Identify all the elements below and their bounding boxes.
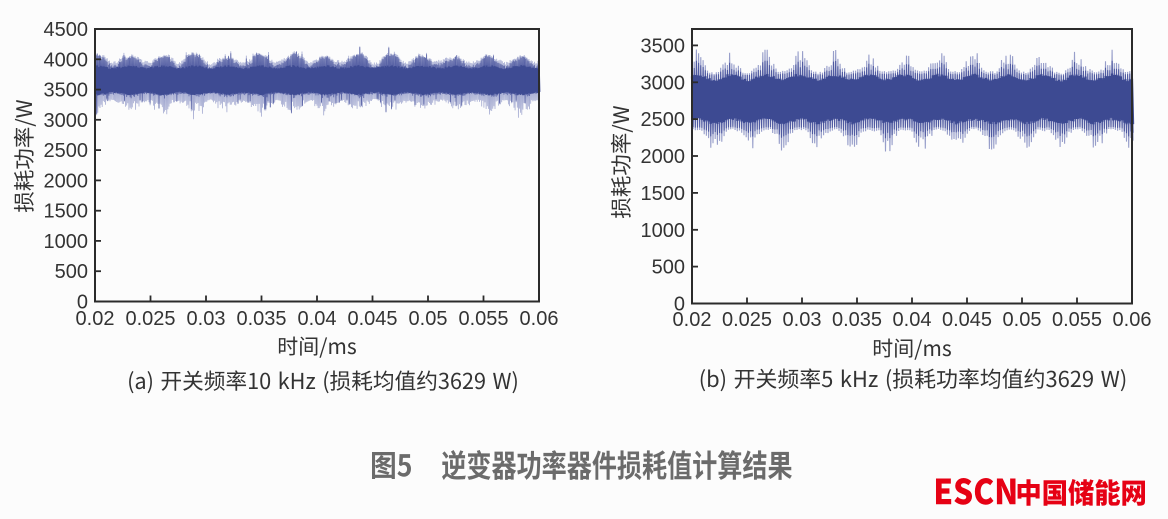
svg-text:1500: 1500 [44,201,89,223]
svg-text:0.055: 0.055 [1052,309,1102,331]
svg-text:0.03: 0.03 [187,308,226,330]
svg-text:1500: 1500 [641,183,686,205]
svg-text:0.035: 0.035 [236,308,286,330]
svg-text:0.025: 0.025 [125,308,175,330]
svg-text:500: 500 [652,257,685,279]
svg-text:2000: 2000 [44,170,89,192]
svg-text:500: 500 [55,261,88,283]
svg-text:0.02: 0.02 [673,309,712,331]
svg-text:0.03: 0.03 [783,309,822,331]
svg-text:3500: 3500 [641,35,686,57]
svg-text:2000: 2000 [641,146,686,168]
svg-text:0.035: 0.035 [832,309,882,331]
svg-text:4000: 4000 [44,49,89,71]
svg-text:3000: 3000 [641,72,686,94]
svg-text:2500: 2500 [44,140,89,162]
svg-text:0: 0 [674,294,685,316]
svg-text:0.025: 0.025 [722,309,772,331]
svg-text:0.06: 0.06 [520,308,559,330]
svg-text:1000: 1000 [641,220,686,242]
svg-text:0.045: 0.045 [347,308,397,330]
svg-text:0.055: 0.055 [458,308,508,330]
svg-text:0.06: 0.06 [1113,309,1152,331]
svg-text:0.05: 0.05 [409,308,448,330]
svg-text:3000: 3000 [44,110,89,132]
svg-text:3500: 3500 [44,80,89,102]
svg-text:4500: 4500 [44,19,89,41]
svg-text:0.02: 0.02 [76,308,115,330]
svg-text:0.04: 0.04 [893,309,932,331]
svg-text:0.04: 0.04 [298,308,337,330]
svg-text:1000: 1000 [44,231,89,253]
svg-text:0: 0 [77,292,88,314]
svg-text:0.05: 0.05 [1003,309,1042,331]
svg-text:2500: 2500 [641,109,686,131]
svg-text:0.045: 0.045 [942,309,992,331]
